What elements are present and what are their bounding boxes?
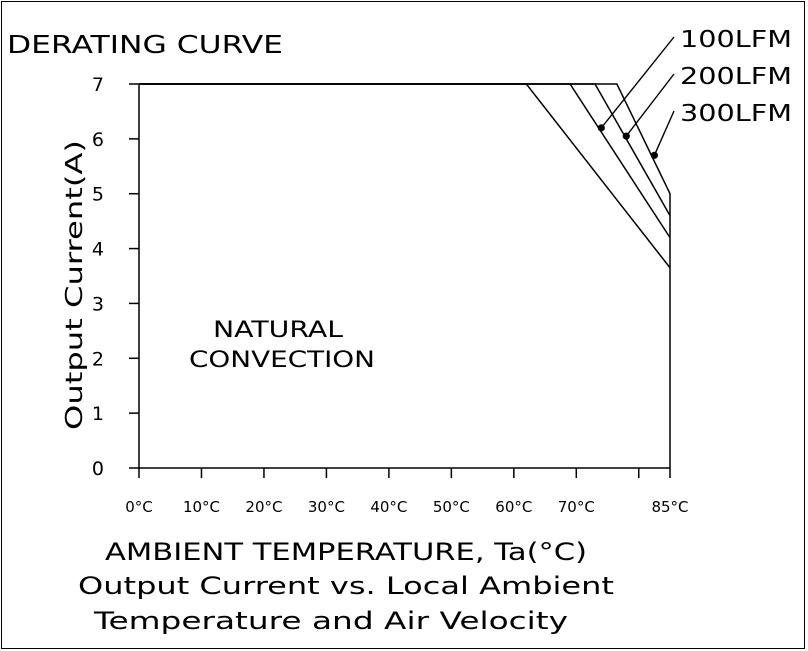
leader-line xyxy=(600,36,675,129)
y-tick-label: 7 xyxy=(92,74,104,96)
series-label: 300LFM xyxy=(680,101,792,127)
series-marker xyxy=(622,132,630,140)
series-line-4 xyxy=(139,83,671,468)
region-label-line1: NATURAL xyxy=(213,318,344,343)
x-tick-label: 40°C xyxy=(370,498,407,516)
x-tick-label: 60°C xyxy=(495,498,532,516)
caption-line1: Output Current vs. Local Ambient xyxy=(78,572,614,600)
series-labels: 100LFM 200LFM 300LFM xyxy=(680,27,792,127)
series-line-2 xyxy=(139,83,671,239)
axes xyxy=(138,84,670,469)
y-tick-label: 2 xyxy=(92,348,104,370)
region-label-line2: CONVECTION xyxy=(189,348,375,373)
leader-line xyxy=(653,110,675,156)
y-tick-label: 5 xyxy=(92,184,104,206)
x-tick-label: 85°C xyxy=(651,498,688,516)
series-marker xyxy=(597,124,605,132)
x-tick-label: 50°C xyxy=(433,498,470,516)
y-tick-label: 0 xyxy=(92,458,104,480)
y-tick-label: 4 xyxy=(92,239,104,261)
series-lines xyxy=(139,83,671,468)
x-tick-label: 0°C xyxy=(125,498,153,516)
y-axis-label: Output Current(A) xyxy=(62,140,88,430)
series-line-3 xyxy=(139,83,671,217)
x-tick-label: 70°C xyxy=(558,498,595,516)
series-label: 100LFM xyxy=(680,27,792,53)
y-tick-label: 1 xyxy=(92,403,104,425)
chart-title: DERATING CURVE xyxy=(7,30,283,59)
leader-line xyxy=(625,73,675,137)
series-line-1 xyxy=(139,83,671,269)
x-tick-label: 30°C xyxy=(308,498,345,516)
y-tick-label: 6 xyxy=(92,129,104,151)
series-marker xyxy=(650,151,658,159)
series-label: 200LFM xyxy=(680,64,792,90)
y-tick-label: 3 xyxy=(92,293,104,315)
x-tick-label: 10°C xyxy=(183,498,220,516)
series-markers xyxy=(597,36,675,159)
x-tick-label: 20°C xyxy=(245,498,282,516)
caption-line2: Temperature and Air Velocity xyxy=(93,607,568,635)
x-axis-label: AMBIENT TEMPERATURE, Ta(°C) xyxy=(105,538,587,566)
